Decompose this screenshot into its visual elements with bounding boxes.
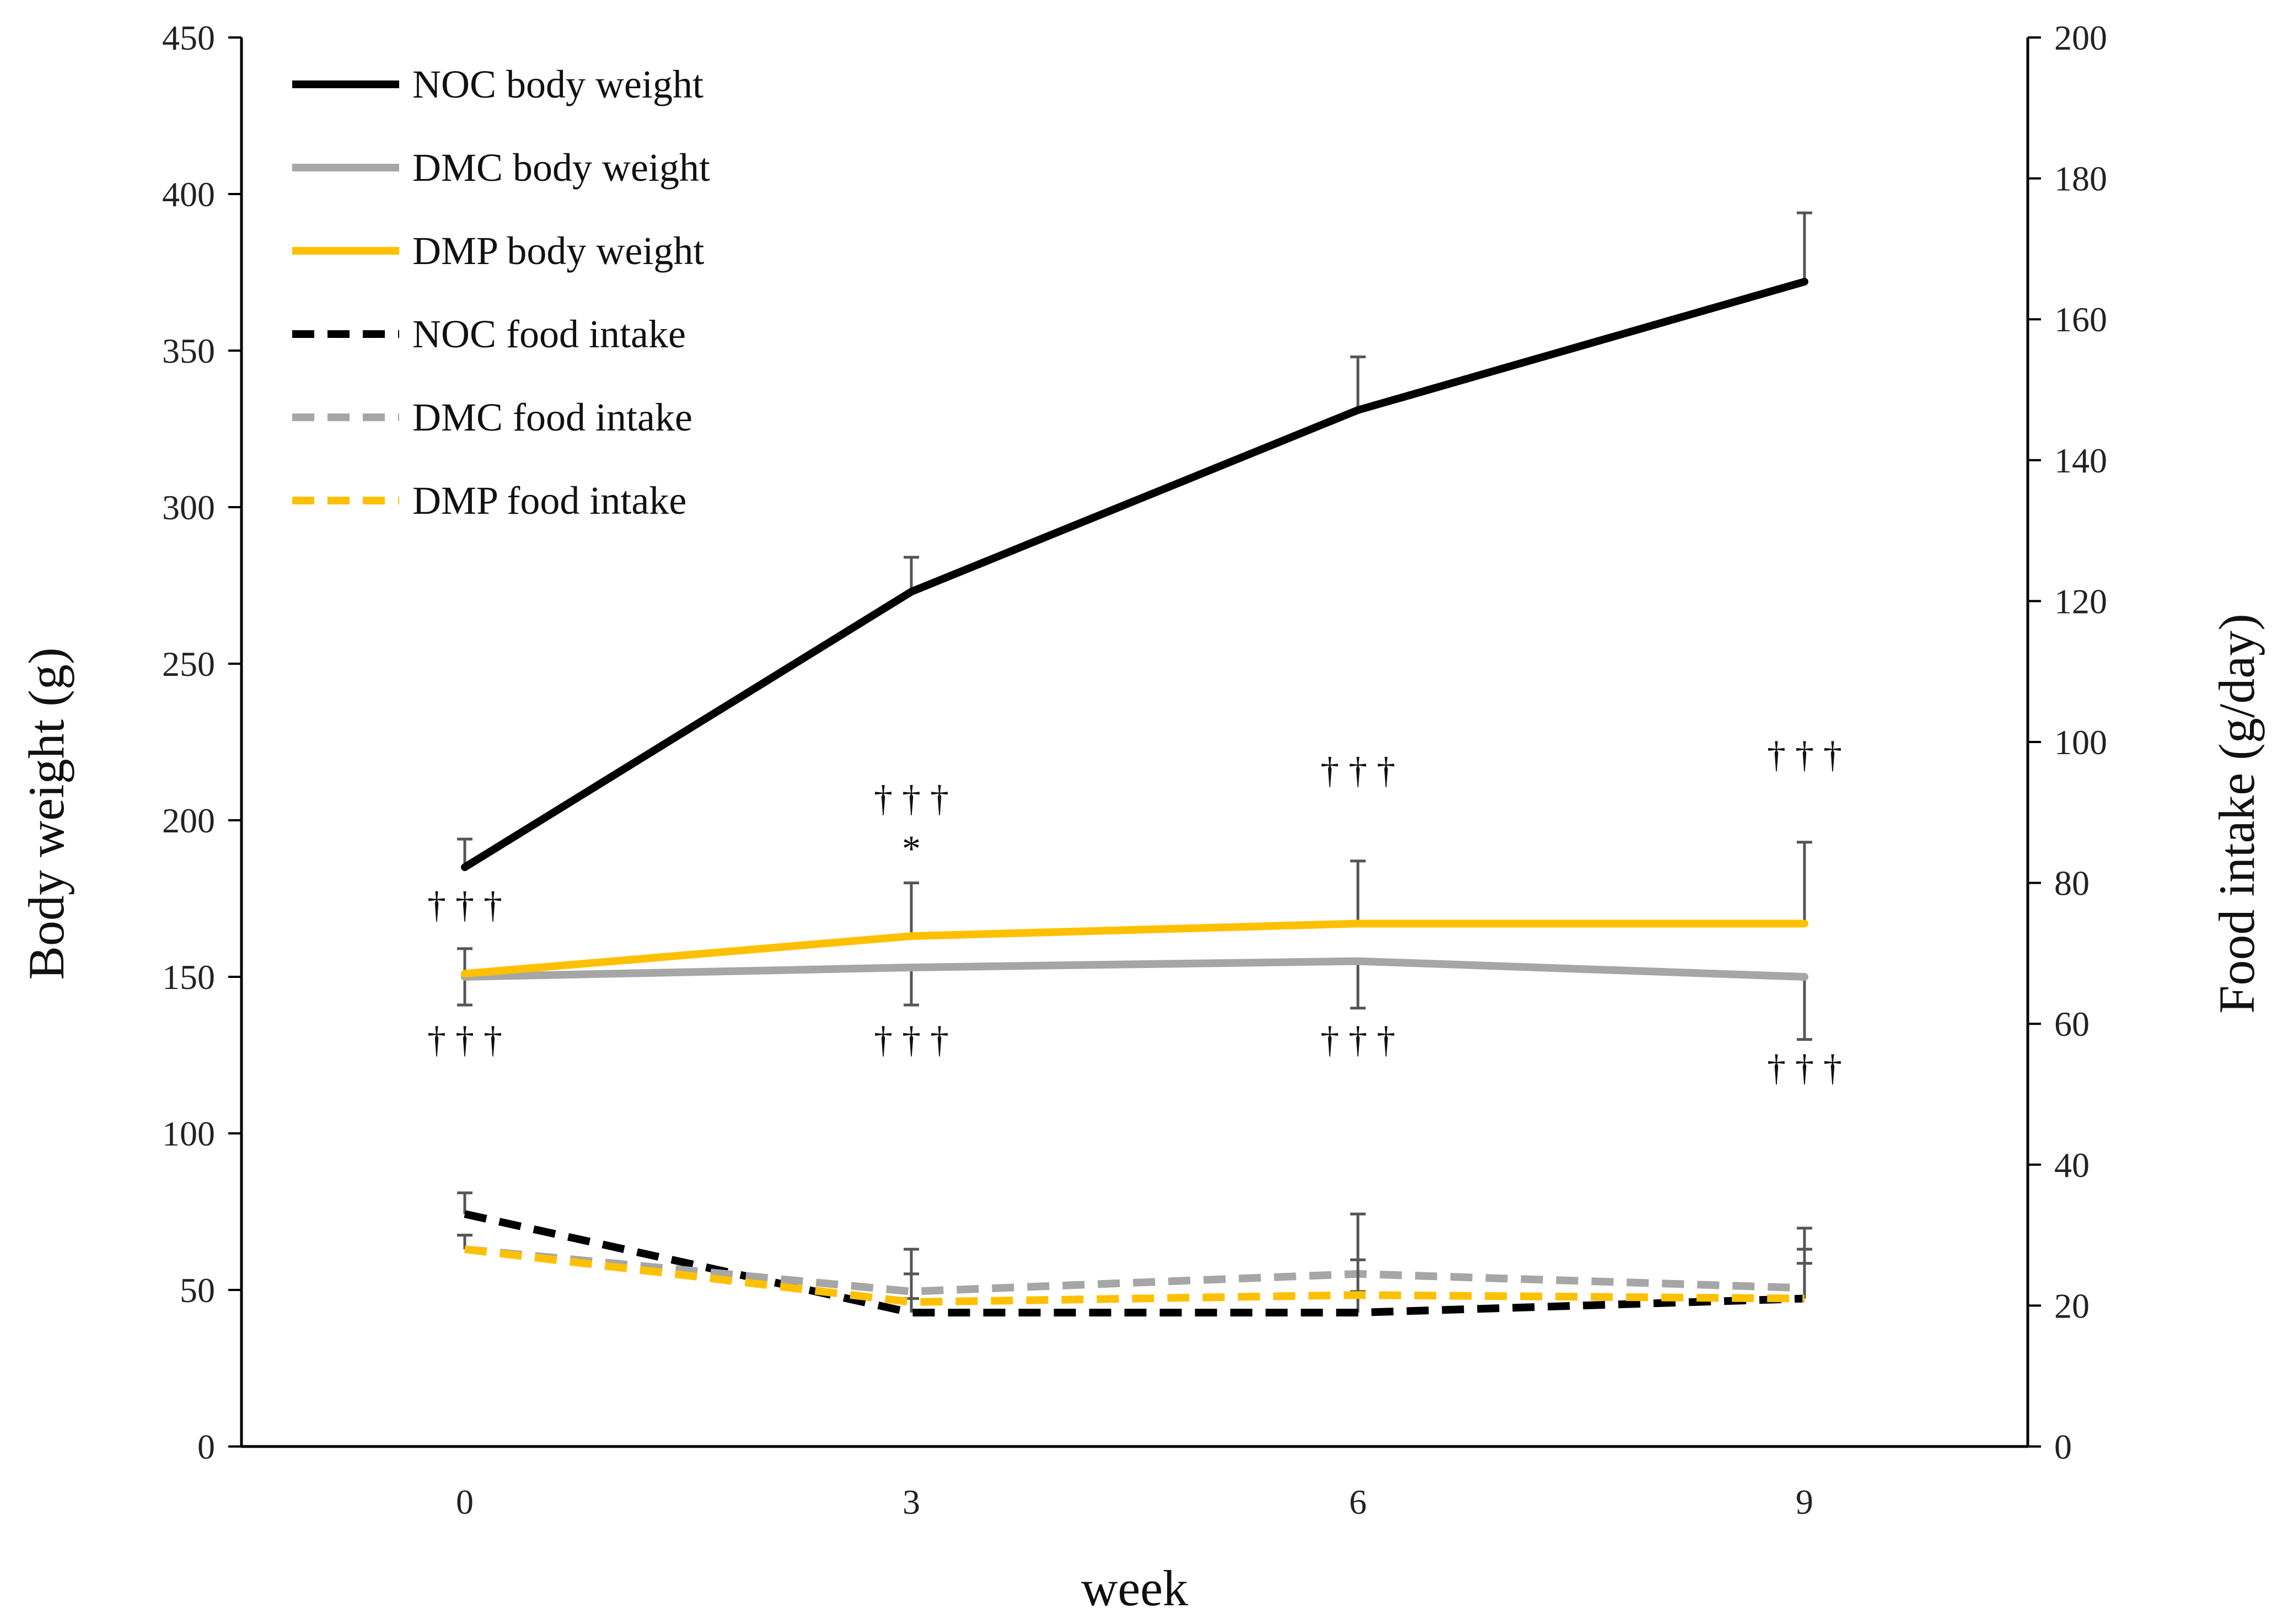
- series-line-dmc-body-weight: [461, 957, 1808, 981]
- significance-daggers: † † †: [874, 1018, 949, 1060]
- significance-daggers: † † †: [1767, 733, 1842, 775]
- y-tick-label-right: 160: [2054, 300, 2107, 339]
- significance-daggers: † † †: [1767, 1046, 1842, 1088]
- legend-label-dmp-food-intake: DMP food intake: [412, 478, 686, 523]
- y-tick-label-right: 60: [2054, 1004, 2090, 1044]
- x-tick-label: 9: [1796, 1482, 1813, 1521]
- series-line-dmp-food-intake: [464, 1245, 1805, 1306]
- significance-daggers: † † †: [874, 777, 949, 819]
- y-tick-label-left: 400: [162, 175, 215, 214]
- x-tick-label: 6: [1349, 1482, 1367, 1521]
- axes-layer: 0501001502002503003504004500204060801001…: [162, 18, 2107, 1521]
- y-tick-label-right: 140: [2054, 441, 2107, 480]
- legend-label-noc-food-intake: NOC food intake: [412, 312, 686, 356]
- y-axis-title-right: Food intake (g/day): [2209, 614, 2265, 1014]
- y-tick-label-left: 350: [162, 331, 215, 370]
- significance-daggers: † † †: [1320, 749, 1395, 791]
- y-tick-label-left: 200: [162, 801, 215, 840]
- significance-daggers: † † †: [427, 884, 502, 926]
- y-tick-label-right: 200: [2054, 18, 2107, 57]
- series-line-noc-food-intake: [464, 1210, 1805, 1317]
- y-tick-label-right: 80: [2054, 864, 2090, 903]
- annotations-layer: † † † † † † † † † * † † † † † † † † † † † † † † …: [427, 733, 1842, 1088]
- y-tick-label-right: 0: [2054, 1427, 2072, 1466]
- legend: NOC body weight DMC body weight DMP body w…: [292, 62, 710, 523]
- y-tick-label-left: 0: [197, 1427, 215, 1466]
- y-tick-label-right: 40: [2054, 1146, 2090, 1185]
- x-tick-label: 3: [903, 1482, 920, 1521]
- significance-daggers: † † †: [427, 1018, 502, 1060]
- series-line-dmp-body-weight: [461, 919, 1808, 978]
- y-tick-label-left: 150: [162, 958, 215, 997]
- y-tick-label-left: 450: [162, 18, 215, 57]
- x-tick-label: 0: [456, 1482, 474, 1521]
- y-tick-label-right: 180: [2054, 159, 2107, 198]
- series-line-dmc-food-intake: [464, 1245, 1805, 1295]
- y-tick-label-left: 250: [162, 644, 215, 684]
- y-axis-title-left: Body weight (g): [18, 647, 74, 980]
- y-tick-label-left: 50: [180, 1271, 215, 1310]
- legend-label-dmc-body-weight: DMC body weight: [412, 146, 710, 190]
- y-tick-label-left: 300: [162, 488, 215, 527]
- y-tick-label-right: 100: [2054, 723, 2107, 762]
- significance-daggers: † † †: [1320, 1018, 1395, 1060]
- significance-asterisk: *: [902, 827, 921, 869]
- legend-label-dmp-body-weight: DMP body weight: [412, 229, 704, 273]
- y-tick-label-right: 20: [2054, 1286, 2090, 1325]
- legend-label-dmc-food-intake: DMC food intake: [412, 395, 692, 439]
- y-tick-label-right: 120: [2054, 582, 2107, 621]
- y-tick-label-left: 100: [162, 1114, 215, 1153]
- legend-label-noc-body-weight: NOC body weight: [412, 62, 703, 106]
- series-line-noc-body-weight: [461, 278, 1808, 872]
- x-axis-title: week: [1081, 1560, 1188, 1616]
- series-layer: [457, 211, 1812, 1317]
